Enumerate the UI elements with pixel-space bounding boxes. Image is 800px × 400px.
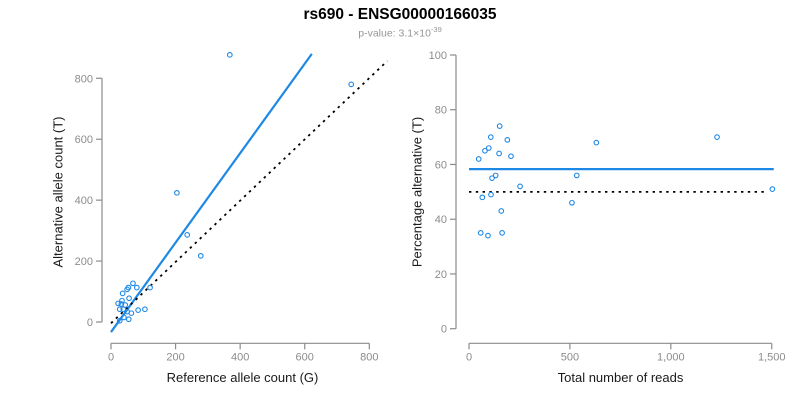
data-point	[482, 147, 488, 154]
y-tick-label: 40	[435, 214, 447, 226]
data-point	[487, 134, 494, 140]
right-y-axis-title: Percentage alternative (T)	[409, 116, 425, 268]
data-point	[496, 123, 503, 130]
right-panel: 0 20 40 60 80 100 0 500 1,000 1,500	[429, 50, 786, 363]
y-tick-label: 100	[429, 50, 447, 62]
data-point	[348, 81, 355, 88]
figure-title: rs690 - ENSG00000166035	[303, 6, 497, 23]
data-point	[504, 136, 511, 143]
data-point	[517, 183, 523, 190]
data-point	[116, 306, 123, 313]
data-point	[121, 314, 127, 321]
y-tick-label: 80	[435, 105, 447, 117]
data-point	[477, 230, 484, 236]
y-tick-label: 20	[435, 269, 447, 281]
data-point	[492, 172, 499, 179]
x-tick-label: 500	[561, 351, 579, 363]
data-point	[124, 286, 130, 293]
y-tick-label: 0	[87, 317, 93, 329]
data-point	[498, 208, 505, 214]
data-point	[119, 290, 126, 297]
left-x-axis-title: Reference allele count (G)	[166, 370, 319, 385]
y-tick-label: 60	[435, 159, 447, 171]
data-point	[485, 232, 491, 239]
figure-subtitle: p-value: 3.1×10-39	[0, 25, 800, 40]
data-point	[126, 295, 132, 302]
x-tick-label: 400	[231, 351, 249, 363]
data-point	[714, 134, 720, 140]
data-point	[769, 186, 776, 192]
y-tick-label: 0	[441, 324, 447, 336]
data-point	[485, 145, 492, 151]
data-point	[120, 306, 127, 313]
left-panel: 0 200 400 600 800 0 200 400 600 800	[75, 51, 388, 363]
left-y-axis-title: Alternative allele count (T)	[50, 116, 66, 268]
data-point	[130, 280, 136, 287]
data-point	[125, 316, 132, 323]
data-point	[226, 51, 233, 58]
data-point	[135, 307, 141, 313]
data-point	[147, 284, 153, 291]
x-tick-label: 800	[360, 351, 378, 363]
right-x-axis-title: Total number of reads	[557, 370, 684, 385]
left-y-axis: 0 200 400 600 800	[75, 73, 103, 329]
data-point	[475, 156, 482, 162]
y-tick-label: 800	[75, 73, 93, 85]
data-point	[142, 306, 148, 313]
data-point	[479, 194, 486, 201]
pvalue-exponent: -39	[430, 25, 442, 34]
y-tick-label: 200	[75, 256, 93, 268]
data-point	[133, 284, 140, 291]
data-point	[174, 189, 180, 196]
x-tick-label: 600	[296, 351, 314, 363]
identity-line	[110, 60, 388, 324]
data-point	[115, 300, 121, 307]
data-point	[116, 317, 123, 324]
left-data-points	[115, 51, 355, 324]
right-y-axis: 0 20 40 60 80 100	[429, 50, 457, 336]
data-point	[489, 175, 495, 182]
x-tick-label: 200	[166, 351, 184, 363]
data-point	[184, 232, 191, 238]
data-point	[499, 230, 505, 236]
y-tick-label: 600	[75, 134, 93, 146]
left-x-axis: 0 200 400 600 800	[108, 342, 378, 363]
data-point	[573, 172, 580, 179]
data-point	[593, 139, 600, 146]
y-tick-label: 400	[75, 195, 93, 207]
data-point	[118, 301, 125, 307]
data-point	[496, 150, 502, 157]
data-point	[197, 253, 204, 259]
data-point	[508, 153, 514, 160]
data-point	[119, 297, 125, 304]
data-point	[488, 191, 494, 198]
regression-line	[110, 53, 313, 333]
right-x-axis: 0 500 1,000 1,500	[466, 342, 786, 363]
data-point	[128, 310, 135, 317]
pvalue-text: p-value: 3.1×10	[358, 27, 431, 40]
x-tick-label: 0	[466, 351, 472, 363]
data-point	[569, 199, 575, 206]
x-tick-label: 1,000	[657, 351, 685, 363]
right-data-points	[475, 123, 776, 239]
x-tick-label: 1,500	[758, 351, 786, 363]
x-tick-label: 0	[108, 351, 114, 363]
